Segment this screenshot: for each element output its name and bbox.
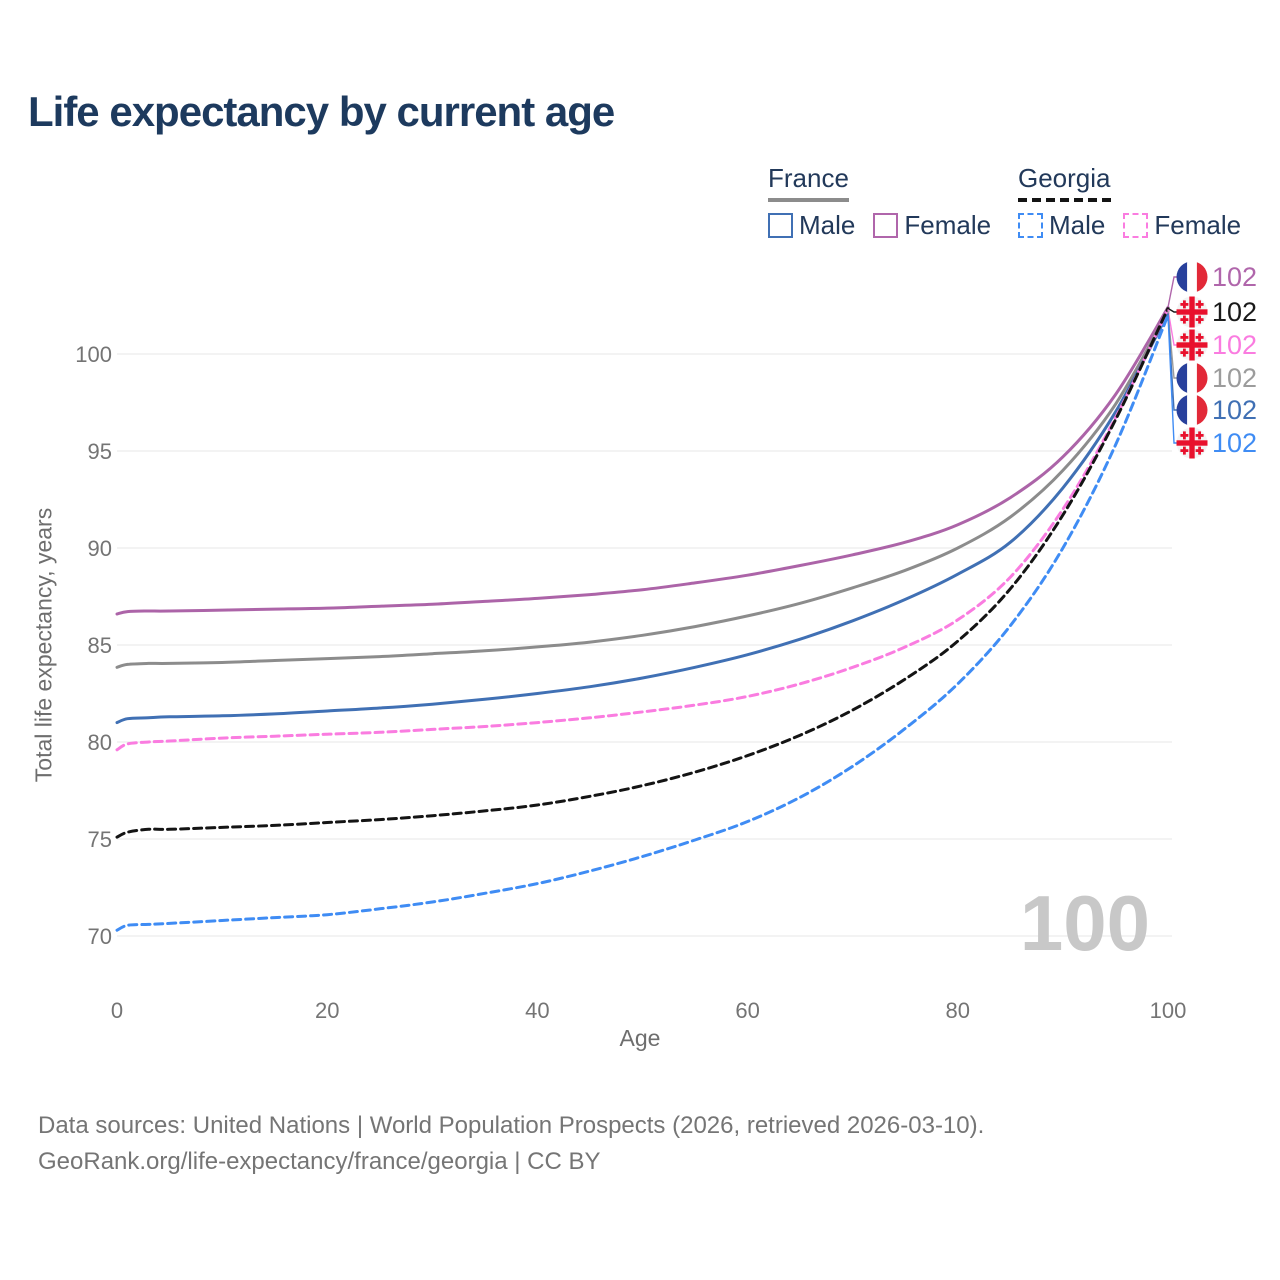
end-label-france-male: 102 [1212, 395, 1257, 425]
france-flag-icon [1176, 394, 1208, 426]
line-georgia-male[interactable] [115, 313, 1170, 932]
france-line-sample [768, 198, 849, 202]
france-female-swatch-icon [873, 213, 899, 238]
line-france-female[interactable] [115, 305, 1170, 616]
x-tick-40: 40 [525, 998, 549, 1023]
legend-georgia-header[interactable]: Georgia [1018, 163, 1111, 202]
y-tick-85: 85 [88, 633, 112, 658]
footer-attribution: Data sources: United Nations | World Pop… [38, 1108, 984, 1180]
line-france-male[interactable] [115, 311, 1170, 725]
connector-georgia-male [1167, 315, 1177, 444]
france-flag-icon [1176, 261, 1208, 293]
legend-georgia-title: Georgia [1018, 163, 1111, 193]
x-tick-80: 80 [946, 998, 970, 1023]
y-tick-90: 90 [88, 536, 112, 561]
legend-france-header[interactable]: France [768, 163, 849, 202]
connector-georgia-female [1167, 309, 1177, 346]
connector-france-total [1167, 311, 1177, 379]
y-tick-100: 100 [75, 342, 112, 367]
x-tick-100: 100 [1150, 998, 1187, 1023]
x-axis-title: Age [619, 1025, 661, 1051]
line-georgia-total[interactable] [115, 306, 1170, 839]
y-tick-95: 95 [88, 439, 112, 464]
georgia-female-swatch-icon [1123, 213, 1149, 238]
y-tick-80: 80 [88, 730, 112, 755]
age-watermark: 100 [1020, 879, 1150, 967]
france-flag-icon [1176, 362, 1208, 394]
end-label-georgia-female: 102 [1212, 330, 1257, 360]
connector-france-female [1167, 276, 1177, 308]
y-axis-title: Total life expectancy, years [30, 507, 57, 783]
legend-france-title: France [768, 163, 849, 193]
legend-item-france-male[interactable]: Male [768, 210, 855, 241]
end-label-georgia-male: 102 [1212, 428, 1257, 458]
end-label-georgia-total: 102 [1212, 297, 1257, 327]
legend-label-france-female: Female [904, 210, 992, 240]
legend-group-france: France Male Female [768, 163, 991, 241]
footer-line-2: GeoRank.org/life-expectancy/france/georg… [38, 1148, 601, 1175]
georgia-flag-icon [1176, 427, 1208, 459]
georgia-flag-icon [1176, 329, 1208, 361]
footer-line-1: Data sources: United Nations | World Pop… [38, 1112, 985, 1139]
georgia-male-swatch-icon [1018, 213, 1043, 238]
legend-label-georgia-male: Male [1049, 210, 1106, 240]
end-label-france-female: 102 [1212, 262, 1257, 292]
legend-item-georgia-male[interactable]: Male [1018, 210, 1105, 241]
georgia-line-sample [1018, 198, 1111, 202]
y-tick-75: 75 [88, 827, 112, 852]
x-tick-20: 20 [315, 998, 339, 1023]
connector-georgia-total [1167, 307, 1177, 313]
legend-item-georgia-female[interactable]: Female [1123, 210, 1241, 241]
legend-item-france-female[interactable]: Female [873, 210, 991, 241]
france-male-swatch-icon [768, 213, 793, 238]
series-lines [115, 305, 1170, 932]
tick-labels: 70 75 80 85 90 95 100 0 20 40 60 80 100 [75, 342, 1186, 1023]
end-label-france-total: 102 [1212, 363, 1257, 393]
page-title: Life expectancy by current age [28, 88, 615, 135]
gridlines [117, 353, 1172, 937]
legend-label-france-male: Male [799, 210, 856, 240]
x-tick-0: 0 [111, 998, 123, 1023]
legend-label-georgia-female: Female [1154, 210, 1242, 240]
legend-group-georgia: Georgia Male Female [1018, 163, 1241, 241]
y-tick-70: 70 [88, 924, 112, 949]
line-georgia-female[interactable] [115, 307, 1170, 752]
line-france-total[interactable] [115, 309, 1170, 669]
x-tick-60: 60 [735, 998, 759, 1023]
georgia-flag-icon [1176, 296, 1208, 328]
